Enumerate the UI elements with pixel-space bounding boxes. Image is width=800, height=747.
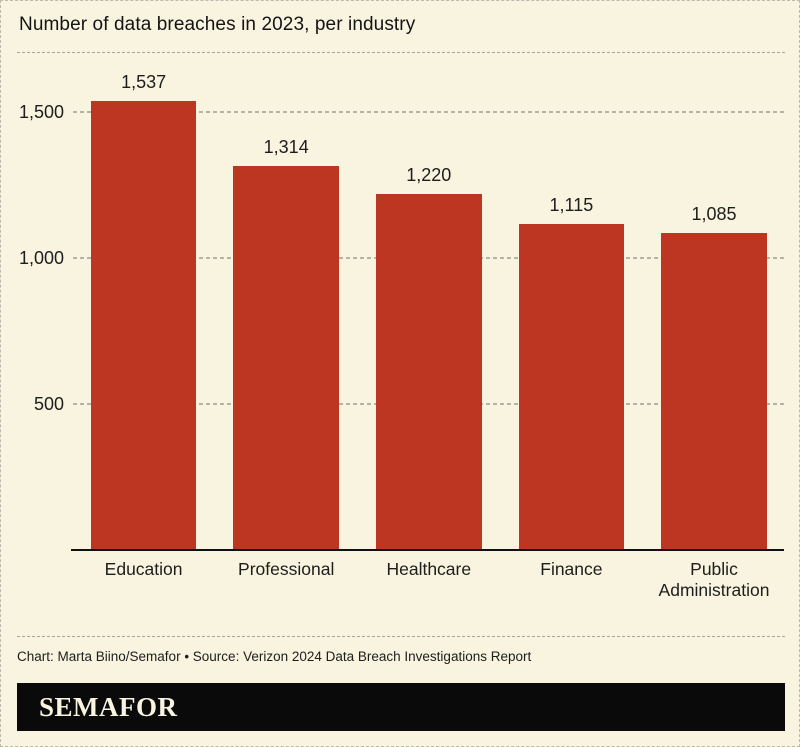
y-axis-tick-label: 500 [33, 394, 64, 415]
y-axis-tick-label: 1,000 [18, 247, 64, 268]
bar-value-label-professional: 1,314 [263, 137, 309, 158]
x-axis-category-label-education: Education [104, 559, 183, 579]
source-credit: Chart: Marta Biino/Semafor • Source: Ver… [17, 649, 532, 664]
footer-separator [17, 636, 785, 637]
chart-title: Number of data breaches in 2023, per ind… [19, 14, 416, 35]
bar-value-label-public-administration: 1,085 [691, 204, 737, 225]
x-axis-category-label-finance: Finance [540, 559, 603, 579]
bar-value-label-healthcare: 1,220 [406, 164, 452, 185]
plot-area: 500 1,000 1,500 1,537 Education 1,314 Profess… [1, 1, 799, 636]
x-axis-line [71, 549, 784, 551]
bar-professional [233, 166, 339, 551]
bar-value-label-finance: 1,115 [549, 195, 594, 216]
bar-education [90, 100, 197, 551]
y-axis-tick-label: 1,500 [18, 101, 64, 122]
semafor-logo: SEMAFOR [39, 691, 178, 722]
bar-public-administration [661, 233, 767, 551]
title-separator [17, 52, 785, 53]
gridline-1,500 [73, 110, 784, 113]
bar-finance [518, 224, 625, 551]
x-axis-category-label-healthcare: Healthcare [386, 559, 472, 579]
bar-value-label-education: 1,537 [121, 71, 167, 92]
x-axis-category-label-public-administration: Public Administration [658, 559, 770, 600]
x-axis-category-label-professional: Professional [238, 559, 335, 579]
brand-bar: SEMAFOR [17, 683, 785, 731]
bar-healthcare [376, 193, 482, 551]
